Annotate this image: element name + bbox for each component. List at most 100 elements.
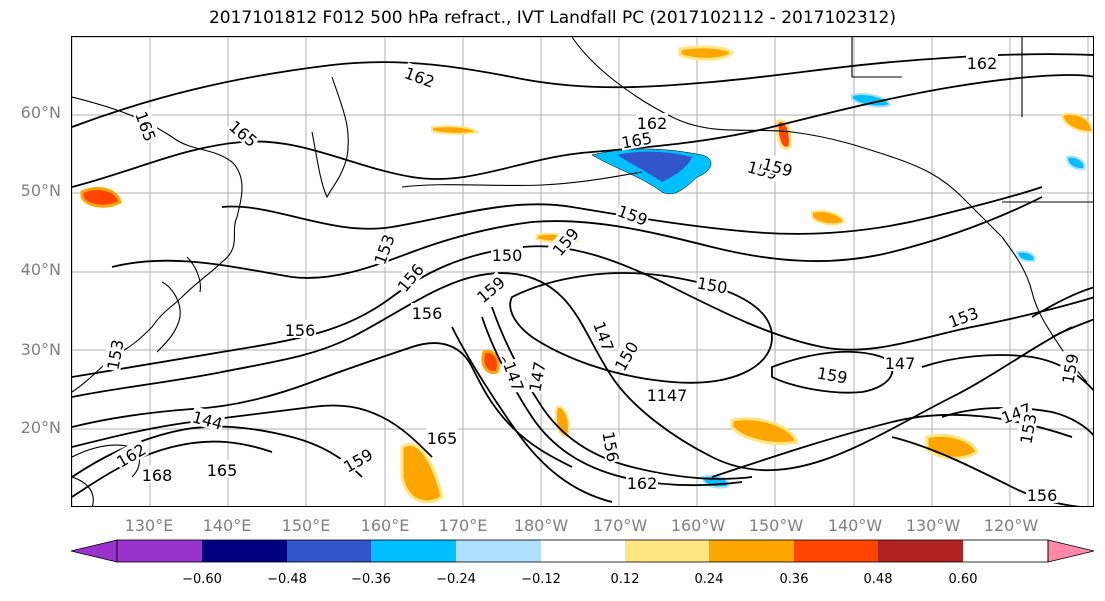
- positive-anomaly-patch: [730, 417, 799, 446]
- contour-label-bg: [206, 460, 238, 478]
- contour-label-bg: [966, 53, 998, 71]
- contour-label-bg: [339, 443, 376, 476]
- colorbar-tick-label: 0.12: [610, 572, 640, 587]
- contour-label-bg: [656, 385, 688, 403]
- contour-label: 162: [637, 114, 668, 133]
- contour-label-bg: [112, 438, 149, 471]
- positive-anomaly-patch: [1060, 113, 1093, 134]
- contour-label-bg: [815, 362, 850, 386]
- positive-anomaly-patch: [925, 433, 979, 460]
- figure-title: 2017101812 F012 500 hPa refract., IVT La…: [208, 8, 896, 28]
- contour-labels: 1621651651591561531561591501471501531591…: [102, 53, 1083, 505]
- longitude-label: 140°W: [827, 516, 883, 535]
- negative-anomaly-patch: [851, 93, 892, 108]
- contour-label: 156: [598, 430, 622, 463]
- longitude-label: 180°W: [513, 516, 569, 535]
- longitude-label: 170°W: [592, 516, 648, 535]
- colorbar-segment: [287, 540, 371, 562]
- contour-label-bg: [102, 337, 126, 372]
- contour-label: 156: [285, 321, 316, 340]
- positive-anomaly-patch: [80, 187, 122, 208]
- contour-label: 147: [589, 319, 617, 354]
- contour-label: 153: [1017, 412, 1041, 445]
- contour-label: 159: [473, 273, 509, 307]
- positive-anomaly-patch: [431, 125, 480, 135]
- contour-label-bg: [426, 428, 458, 446]
- colorbar-segment: [625, 540, 709, 562]
- contour-label: 153: [370, 232, 398, 267]
- negative-anomaly-patch: [1015, 250, 1036, 263]
- contour-label: 153: [104, 338, 128, 371]
- colorbar-segment: [794, 540, 878, 562]
- colorbar-segment: [878, 540, 963, 562]
- contour-label-bg: [524, 359, 548, 394]
- longitude-label: 160°E: [360, 516, 410, 535]
- contour-label: 150: [492, 246, 523, 265]
- contour-label-bg: [491, 245, 523, 263]
- contour-label: 147: [657, 386, 688, 405]
- contour-label-bg: [614, 200, 652, 229]
- refractivity-shading: [80, 45, 1093, 504]
- contour-label-bg: [225, 115, 262, 150]
- contour-label: 168: [142, 466, 173, 485]
- contour-label: 147: [885, 354, 916, 373]
- positive-anomaly-patch: [775, 119, 792, 150]
- contour-label: 159: [816, 364, 849, 388]
- colorbar-segment: [709, 540, 794, 562]
- contour-label-bg: [1015, 411, 1039, 446]
- contour-label-bg: [284, 320, 316, 338]
- contour-label-bg: [141, 465, 173, 483]
- latitude-label: 30°N: [20, 340, 61, 359]
- contour-label-bg: [600, 429, 624, 464]
- contour-label-bg: [609, 337, 642, 374]
- longitude-label: 150°E: [281, 516, 331, 535]
- contour-label-bg: [944, 302, 982, 331]
- contour-label-bg: [884, 353, 916, 371]
- contour-label-bg: [392, 259, 427, 296]
- latitude-label: 20°N: [20, 418, 61, 437]
- contour-label-bg: [997, 398, 1035, 427]
- colorbar-tick-label: 0.24: [694, 572, 724, 587]
- longitude-label: 120°W: [983, 516, 1039, 535]
- contour-label-bg: [626, 473, 658, 491]
- contour-label: 147: [499, 359, 527, 394]
- colorbar-tick-label: −0.60: [182, 572, 222, 587]
- map-panel: 1621651651591561531561591501471501531591…: [71, 36, 1094, 507]
- colorbar-tick-label: −0.12: [521, 572, 561, 587]
- contour-label-bg: [590, 317, 619, 355]
- contour-label-bg: [472, 271, 509, 306]
- contour-label-bg: [189, 406, 226, 432]
- contour-label: 162: [967, 54, 998, 73]
- colorbar-tick-label: 0.36: [779, 572, 809, 587]
- contour-label: 150: [696, 274, 729, 298]
- contour-label: 162: [402, 63, 437, 91]
- longitude-label: 130°W: [905, 516, 961, 535]
- longitude-label: 150°W: [748, 516, 804, 535]
- colorbar-outline: [116, 539, 1049, 563]
- contour-label-bg: [369, 230, 398, 268]
- contour-label-bg: [619, 127, 654, 151]
- contour-label-bg: [1026, 485, 1058, 503]
- colorbar-segment: [456, 540, 541, 562]
- longitude-label: 170°E: [438, 516, 488, 535]
- contour-label: 156: [394, 260, 428, 296]
- colorbar-tick-label: 0.60: [948, 572, 978, 587]
- contour-label: 162: [627, 474, 658, 493]
- contour-label-bg: [132, 107, 161, 145]
- latitude-label: 40°N: [20, 260, 61, 279]
- latitude-label: 60°N: [20, 103, 61, 122]
- longitude-label: 130°E: [124, 516, 174, 535]
- colorbar-max-extend: [1047, 539, 1095, 563]
- negative-anomaly-core: [617, 151, 692, 182]
- colorbar-tick-label: −0.24: [436, 572, 476, 587]
- contour-label: 165: [131, 109, 159, 144]
- contour-label-bg: [636, 113, 668, 131]
- longitude-label: 160°W: [670, 516, 726, 535]
- positive-anomaly-patch: [400, 443, 444, 504]
- contour-label-bg: [1057, 351, 1081, 386]
- longitude-label: 140°E: [202, 516, 252, 535]
- positive-anomaly-patch: [481, 349, 500, 375]
- positive-anomaly-patch: [811, 210, 846, 226]
- colorbar-tick-label: −0.48: [267, 572, 307, 587]
- contour-label: 147: [526, 360, 550, 393]
